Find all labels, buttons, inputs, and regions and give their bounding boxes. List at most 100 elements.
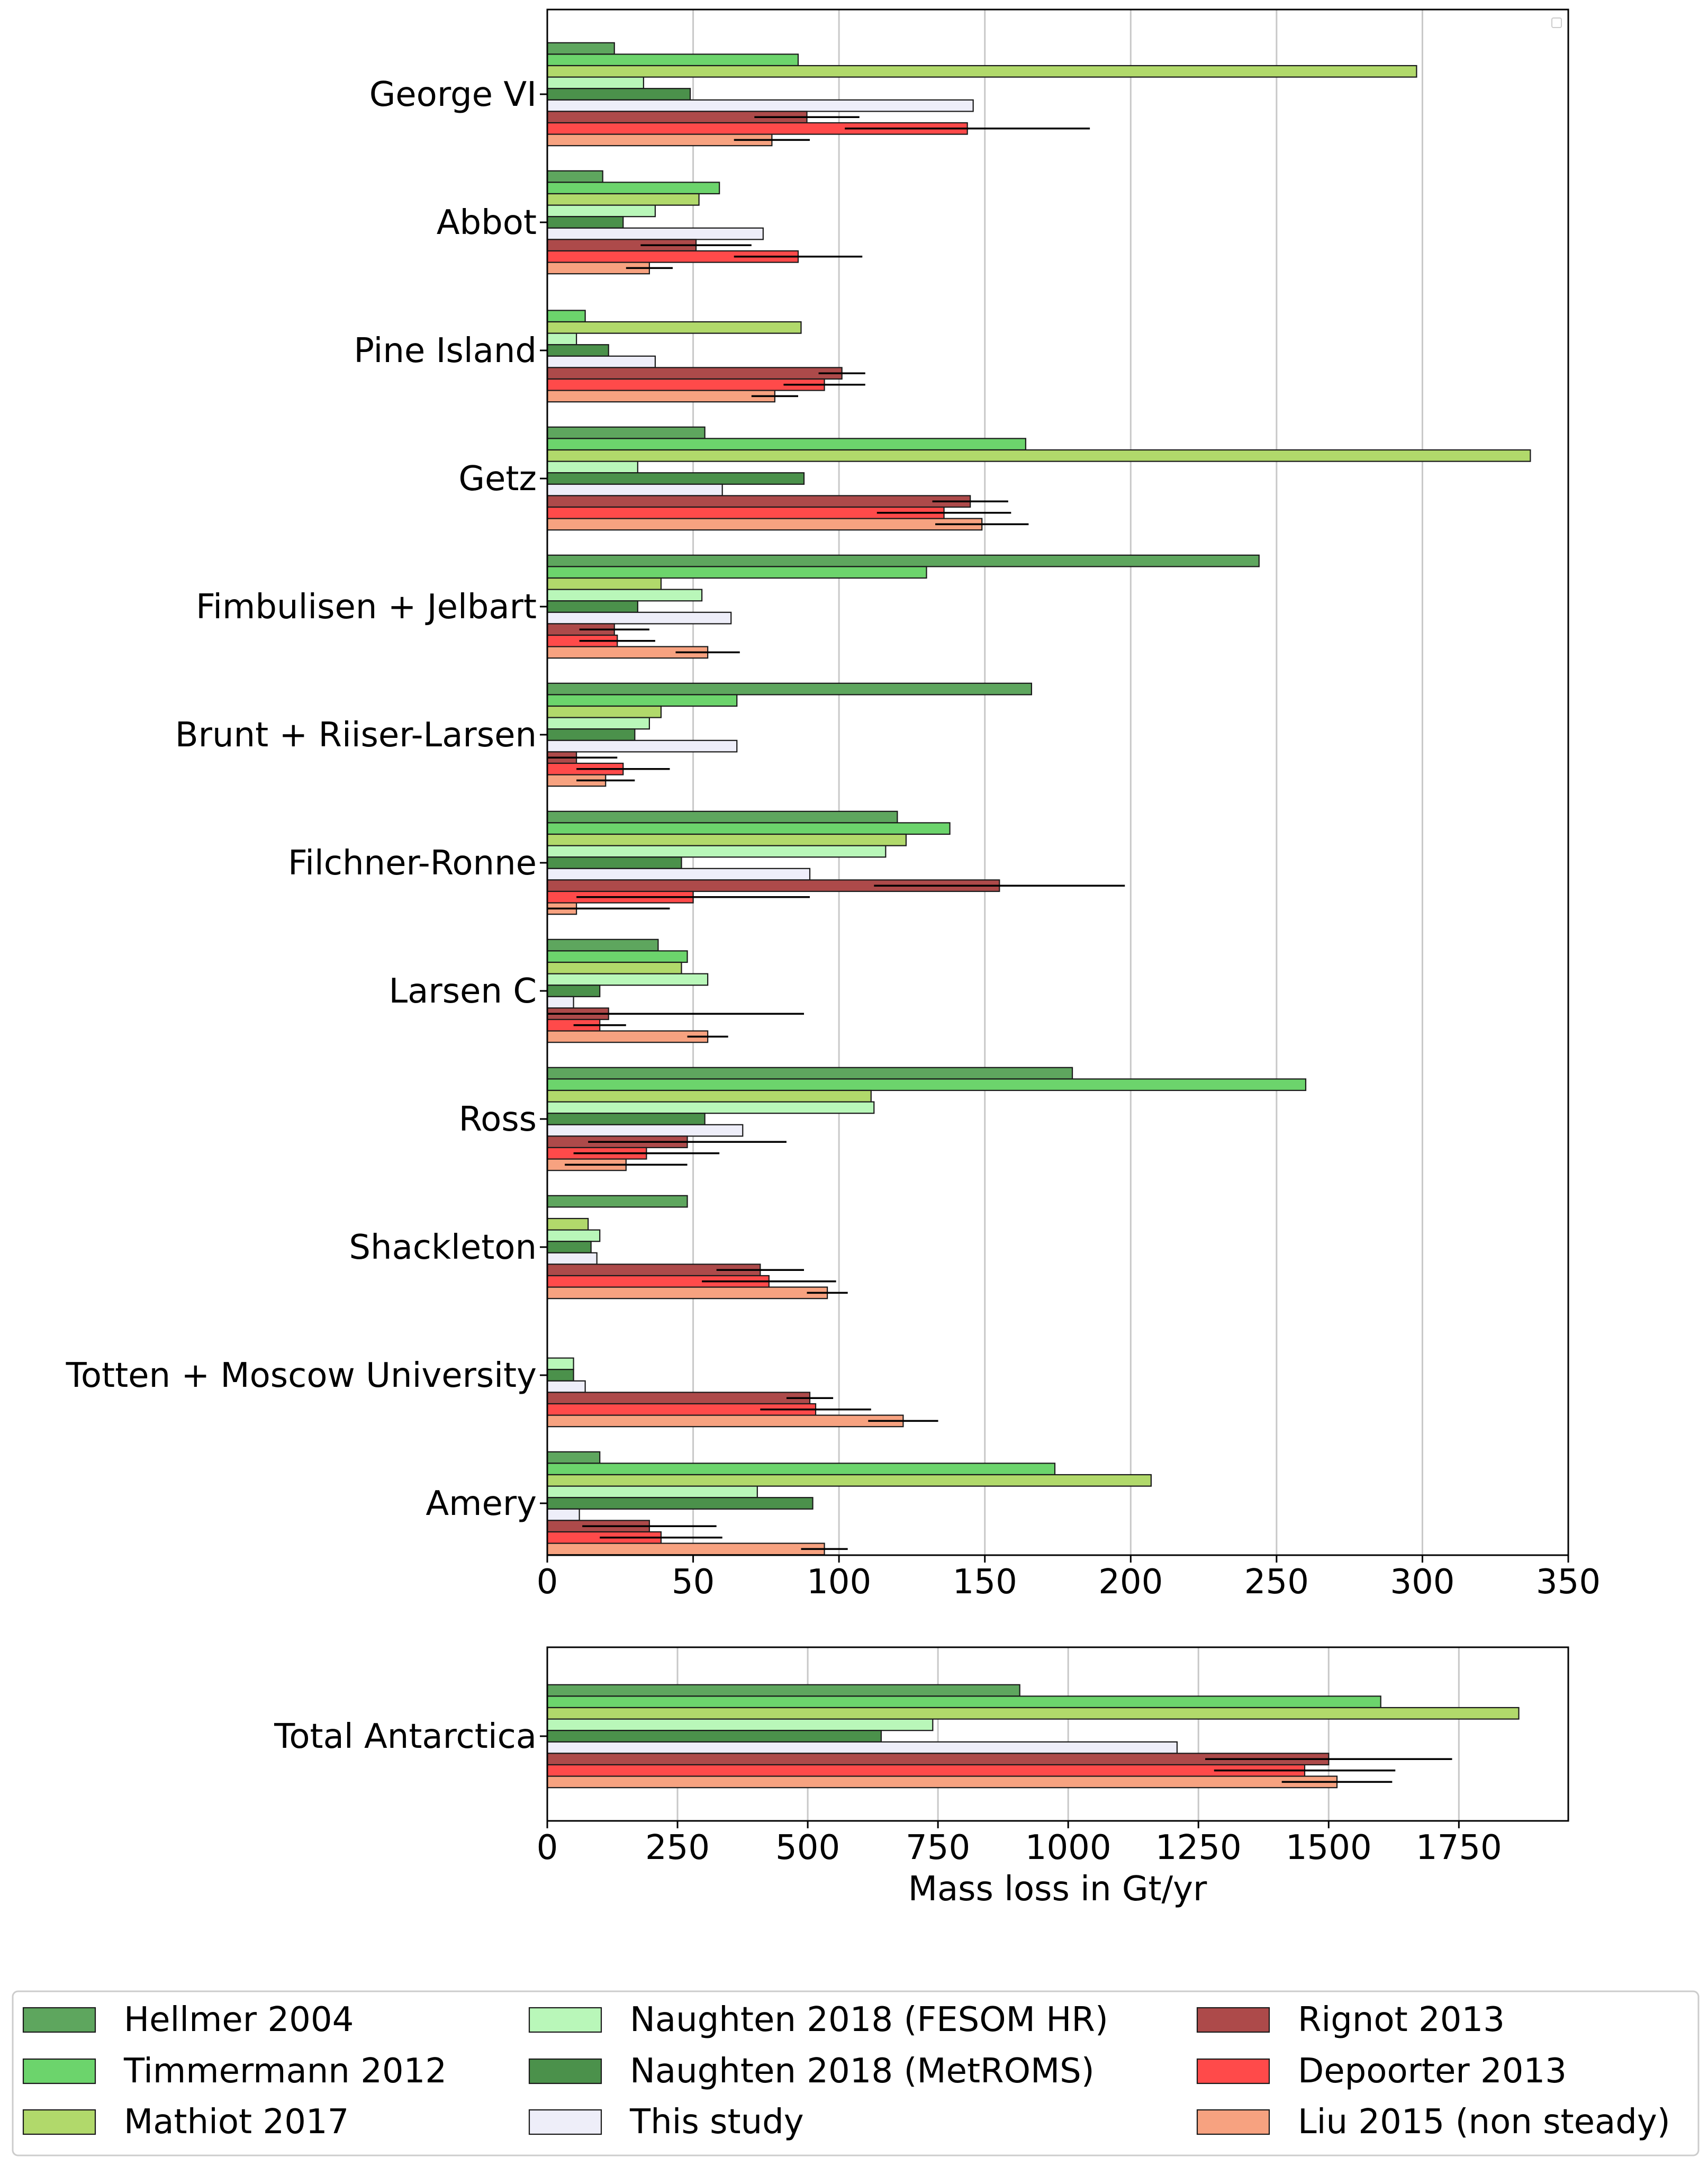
bar-naughten-2018-metroms-brunt-riiser-larsen [546,728,636,741]
legend-label-depoorter-2013: Depoorter 2013 [1298,2052,1567,2091]
bar-rignot-2013-pine-island [546,367,843,380]
bar-timmermann-2012-getz [546,438,1026,451]
bar-hellmer-2004-george-vi [546,42,615,55]
bar-naughten-2018-fesom-hr-shackleton [546,1229,601,1242]
bar-mathiot-2017-pine-island [546,321,802,334]
legend-box [12,1990,1700,2156]
bar-naughten-2018-fesom-hr-larsen-c [546,973,709,986]
bar-mathiot-2017-brunt-riiser-larsen [546,705,662,718]
x-tick-label: 200 [1098,1563,1163,1602]
bar-liu-2015-non-steady-amery [546,1542,825,1556]
x-tick-label: 750 [906,1828,970,1867]
category-label-larsen-c: Larsen C [389,972,537,1011]
category-label-totten-moscow-university: Totten + Moscow University [66,1356,537,1395]
bottom-panel-category-labels: Total Antarctica [274,1717,547,1756]
x-tick-label: 0 [537,1828,558,1867]
bar-depoorter-2013-total-antarctica [546,1764,1306,1777]
bar-mathiot-2017-shackleton [546,1217,589,1231]
legend: Hellmer 2004 Timmermann 2012 Mathiot 2017 N… [22,2000,1670,2142]
category-label-ross: Ross [459,1100,537,1139]
bar-timmermann-2012-abbot [546,182,720,195]
bar-hellmer-2004-amery [546,1451,601,1464]
bar-this-study-total-antarctica [546,1741,1178,1754]
category-label-amery: Amery [426,1484,537,1523]
legend-swatch-naughten-2018-fesom-hr [528,2007,602,2033]
category-label-george-vi: George VI [369,75,537,114]
legend-label-naughten-2018-fesom-hr: Naughten 2018 (FESOM HR) [630,2000,1108,2039]
bar-this-study-totten-moscow-university [546,1380,586,1393]
bar-mathiot-2017-george-vi [546,65,1417,78]
bar-naughten-2018-fesom-hr-george-vi [546,76,644,89]
bar-hellmer-2004-shackleton [546,1195,688,1208]
legend-swatch-timmermann-2012 [22,2058,96,2084]
legend-swatch-hellmer-2004 [22,2007,96,2033]
bar-naughten-2018-fesom-hr-total-antarctica [546,1718,934,1731]
legend-label-mathiot-2017: Mathiot 2017 [124,2102,349,2142]
bar-mathiot-2017-larsen-c [546,961,682,974]
bar-naughten-2018-fesom-hr-fimbulisen-jelbart [546,589,703,602]
bar-timmermann-2012-ross [546,1078,1307,1091]
bar-this-study-fimbulisen-jelbart [546,611,732,625]
bar-hellmer-2004-larsen-c [546,938,659,952]
bar-naughten-2018-metroms-amery [546,1497,814,1510]
bar-mathiot-2017-fimbulisen-jelbart [546,577,662,590]
bottom-panel-frame [546,1646,1569,1822]
bar-depoorter-2013-pine-island [546,378,825,391]
bar-this-study-shackleton [546,1252,598,1265]
bar-timmermann-2012-amery [546,1463,1056,1476]
bar-naughten-2018-metroms-pine-island [546,344,609,357]
bar-liu-2015-non-steady-larsen-c [546,1030,709,1043]
legend-swatch-naughten-2018-metroms [528,2058,602,2084]
bar-hellmer-2004-getz [546,426,706,439]
x-tick-label: 350 [1536,1563,1601,1602]
bar-mathiot-2017-filchner-ronne [546,833,907,846]
bar-naughten-2018-metroms-getz [546,472,805,485]
bar-timmermann-2012-filchner-ronne [546,822,951,835]
x-tick-label: 150 [953,1563,1017,1602]
bottom-panel-x-ticks: 0 250 500 750 1000 1250 1500 1750 [537,1821,1502,1867]
bar-mathiot-2017-abbot [546,193,700,206]
legend-swatch-this-study [528,2109,602,2135]
bar-naughten-2018-metroms-shackleton [546,1241,592,1253]
top-panel-category-labels: George VI Abbot Pine Island Getz Fimbulisen … [66,75,547,1523]
bar-hellmer-2004-filchner-ronne [546,810,898,824]
bar-mathiot-2017-total-antarctica [546,1707,1520,1720]
bottom-panel-error-bars [1205,1758,1452,1783]
bar-naughten-2018-fesom-hr-ross [546,1101,875,1114]
bar-liu-2015-non-steady-shackleton [546,1286,828,1299]
category-label-getz: Getz [458,459,537,499]
empty-legend-marker [1551,17,1562,28]
top-panel-error-bars [547,116,1125,1550]
bar-liu-2015-non-steady-totten-moscow-university [546,1414,904,1428]
bar-this-study-ross [546,1124,744,1137]
bar-liu-2015-non-steady-getz [546,518,983,531]
bar-mathiot-2017-getz [546,449,1531,462]
bar-rignot-2013-totten-moscow-university [546,1392,811,1405]
bar-naughten-2018-metroms-ross [546,1113,706,1125]
bar-naughten-2018-fesom-hr-abbot [546,204,656,218]
x-axis-label: Mass loss in Gt/yr [908,1870,1207,1909]
legend-label-timmermann-2012: Timmermann 2012 [123,2052,447,2091]
bar-naughten-2018-fesom-hr-filchner-ronne [546,845,887,858]
category-label-filchner-ronne: Filchner-Ronne [288,844,537,883]
bar-naughten-2018-metroms-larsen-c [546,985,601,997]
x-tick-label: 50 [672,1563,715,1602]
legend-swatch-mathiot-2017 [22,2109,96,2135]
bottom-panel-bars [546,1684,1520,1789]
bar-timmermann-2012-total-antarctica [546,1695,1381,1709]
bar-timmermann-2012-pine-island [546,310,586,323]
bar-rignot-2013-getz [546,495,971,508]
bar-mathiot-2017-amery [546,1474,1152,1487]
bar-naughten-2018-fesom-hr-pine-island [546,332,577,346]
legend-label-liu-2015-non-steady: Liu 2015 (non steady) [1298,2102,1670,2142]
bar-this-study-george-vi [546,99,974,112]
bar-naughten-2018-metroms-filchner-ronne [546,856,682,869]
bar-this-study-filchner-ronne [546,868,811,881]
bar-naughten-2018-fesom-hr-amery [546,1485,758,1499]
x-tick-label: 1500 [1286,1828,1372,1867]
legend-label-this-study: This study [629,2102,804,2142]
top-panel-bars [546,42,1531,1556]
bar-this-study-pine-island [546,355,656,368]
x-tick-label: 1250 [1155,1828,1242,1867]
